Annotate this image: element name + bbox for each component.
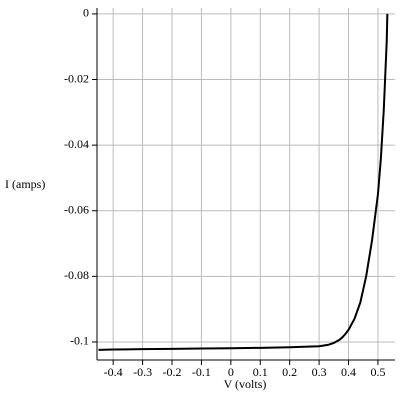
x-tick-label: -0.2: [163, 365, 182, 379]
y-tick-label: -0.1: [70, 334, 89, 348]
data-line: [98, 13, 389, 351]
y-tick-label: -0.04: [64, 137, 89, 151]
x-tick-label: -0.1: [192, 365, 211, 379]
y-tick-label: -0.02: [64, 71, 89, 85]
y-tick-label: 0: [83, 6, 89, 20]
x-tick-label: 0: [228, 365, 234, 379]
y-tick-label: -0.06: [64, 202, 89, 216]
x-tick-label: 0.2: [282, 365, 297, 379]
x-tick-label: 0.3: [312, 365, 327, 379]
x-tick-label: 0.1: [253, 365, 268, 379]
x-tick-label: 0.5: [370, 365, 385, 379]
y-axis-label: I (amps): [5, 177, 45, 191]
x-axis-label: V (volts): [224, 377, 267, 391]
x-tick-label: 0.4: [341, 365, 356, 379]
y-tick-label: -0.08: [64, 268, 89, 282]
x-tick-label: -0.4: [104, 365, 123, 379]
x-tick-label: -0.3: [133, 365, 152, 379]
